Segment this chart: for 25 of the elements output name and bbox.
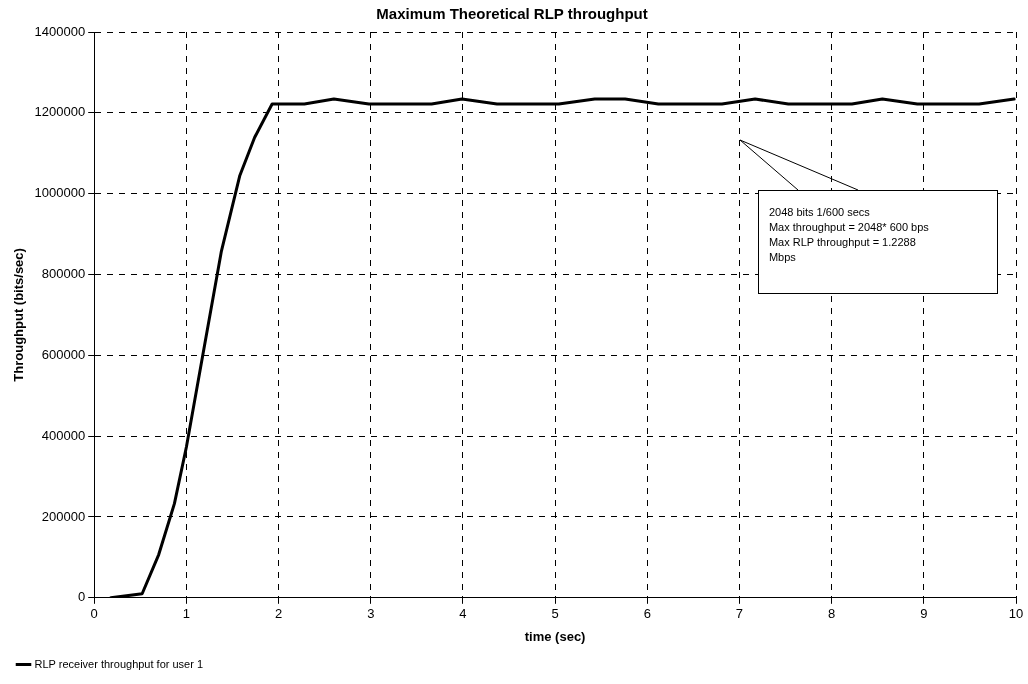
y-tick-label: 400000 — [41, 427, 86, 443]
y-tick-label: 0 — [77, 589, 86, 605]
y-tick-label: 1400000 — [34, 23, 86, 39]
x-tick-label: 4 — [459, 606, 467, 622]
x-tick-label: 2 — [274, 606, 283, 622]
y-tick-label: 1200000 — [34, 104, 86, 120]
x-tick-label: 1 — [182, 606, 191, 622]
x-tick-label: 7 — [735, 606, 744, 622]
chart-title: Maximum Theoretical RLP throughput — [376, 5, 648, 23]
x-tick-label: 9 — [920, 606, 928, 622]
x-tick-label: 8 — [828, 606, 836, 622]
y-tick-label: 800000 — [41, 266, 86, 282]
x-tick-label: 3 — [367, 606, 375, 622]
annotation: 2048 bits 1/600 secs Max throughput = 2048* 600 bps Max RLP throughput = 1.2288 Mbps — [757, 190, 998, 295]
x-tick-label: 5 — [551, 606, 559, 622]
x-tick-label: 0 — [90, 606, 98, 622]
legend-label: RLP receiver throughput for user 1 — [34, 657, 204, 670]
x-axis-title: time (sec) — [524, 628, 586, 644]
callout: 2048 bits 1/600 secs Max throughput = 2048* 600 bps Max RLP throughput = 1.2288 Mbps — [739, 140, 998, 295]
x-tick-label: 6 — [643, 606, 651, 622]
y-axis-title: Throughput (bits/sec) — [11, 248, 27, 382]
y-tick-label: 600000 — [41, 346, 86, 362]
y-tick-label: 1000000 — [34, 185, 86, 201]
y-tick-label: 200000 — [41, 508, 86, 524]
x-tick-label: 10 — [1008, 606, 1024, 622]
